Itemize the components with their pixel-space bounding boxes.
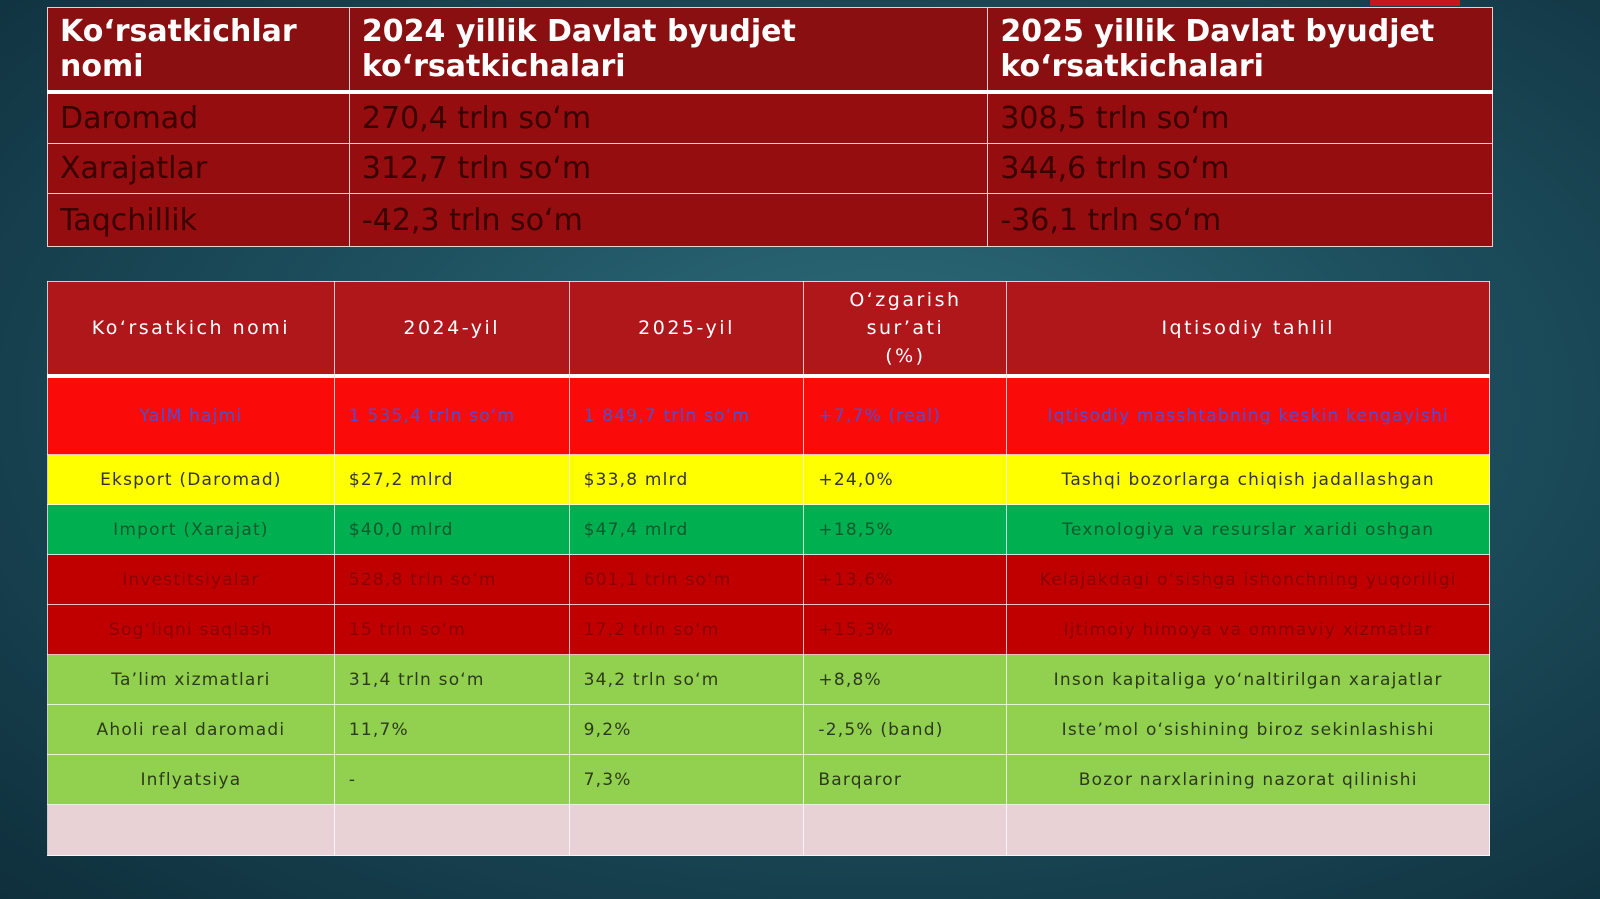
- cell: 17,2 trln so‘m: [568, 604, 805, 655]
- table-row: YaIM hajmi 1 535,4 trln so‘m 1 849,7 trl…: [47, 375, 1490, 455]
- cell: YaIM hajmi: [47, 375, 335, 455]
- header-year-2024: 2024-yil: [333, 281, 570, 377]
- cell: Inflyatsiya: [47, 754, 335, 805]
- cell: Aholi real daromadi: [47, 704, 335, 755]
- header-indicator: Ko‘rsatkich nomi: [47, 281, 335, 377]
- cell: +15,3%: [803, 604, 1008, 655]
- header-change-rate: O‘zgarish sur’ati (%): [803, 281, 1008, 377]
- cell: +8,8%: [803, 654, 1008, 705]
- table-row: Inflyatsiya - 7,3% Barqaror Bozor narxla…: [47, 754, 1490, 805]
- cell: [568, 804, 805, 856]
- cell: 308,5 trln so‘m: [987, 91, 1493, 144]
- cell: Ta’lim xizmatlari: [47, 654, 335, 705]
- table-row-empty: [47, 804, 1490, 856]
- cell: Xarajatlar: [47, 143, 350, 194]
- indicators-table: Ko‘rsatkich nomi 2024-yil 2025-yil O‘zga…: [47, 281, 1490, 856]
- budget-table-header: Ko‘rsatkichlar nomi 2024 yillik Davlat b…: [47, 7, 1493, 93]
- cell: Ijtimoiy himoya va ommaviy xizmatlar: [1006, 604, 1490, 655]
- cell: Investitsiyalar: [47, 554, 335, 605]
- cell: Iqtisodiy masshtabning keskin kengayishi: [1006, 375, 1490, 455]
- cell: [333, 804, 570, 856]
- table-row: Sog‘liqni saqlash 15 trln so‘m 17,2 trln…: [47, 604, 1490, 655]
- cell: Import (Xarajat): [47, 504, 335, 555]
- cell: +18,5%: [803, 504, 1008, 555]
- header-indicator-name: Ko‘rsatkichlar nomi: [47, 7, 350, 93]
- cell: Bozor narxlarining nazorat qilinishi: [1006, 754, 1490, 805]
- cell: -: [333, 754, 570, 805]
- cell: Texnologiya va resurslar xaridi oshgan: [1006, 504, 1490, 555]
- cell: Tashqi bozorlarga chiqish jadallashgan: [1006, 454, 1490, 505]
- cell: Daromad: [47, 91, 350, 144]
- table-row-expenses: Xarajatlar 312,7 trln so‘m 344,6 trln so…: [47, 143, 1493, 194]
- cell: $40,0 mlrd: [333, 504, 570, 555]
- header-year-2025: 2025-yil: [568, 281, 805, 377]
- cell: 528,8 trln so‘m: [333, 554, 570, 605]
- header-2025: 2025 yillik Davlat byudjet ko‘rsatkichal…: [987, 7, 1493, 93]
- cell: 11,7%: [333, 704, 570, 755]
- cell: 601,1 trln so‘m: [568, 554, 805, 605]
- cell: $47,4 mlrd: [568, 504, 805, 555]
- cell: [47, 804, 335, 856]
- cell: 270,4 trln so‘m: [348, 91, 989, 144]
- cell: 1 849,7 trln so‘m: [568, 375, 805, 455]
- cell: -2,5% (band): [803, 704, 1008, 755]
- cell: 9,2%: [568, 704, 805, 755]
- cell: Inson kapitaliga yo‘naltirilgan xarajatl…: [1006, 654, 1490, 705]
- cell: Sog‘liqni saqlash: [47, 604, 335, 655]
- table-row: Aholi real daromadi 11,7% 9,2% -2,5% (ba…: [47, 704, 1490, 755]
- cell: -42,3 trln so‘m: [348, 193, 989, 247]
- accent-strip: [1370, 0, 1460, 6]
- cell: [1006, 804, 1490, 856]
- cell: 34,2 trln so‘m: [568, 654, 805, 705]
- cell: -36,1 trln so‘m: [987, 193, 1493, 247]
- cell: 31,4 trln so‘m: [333, 654, 570, 705]
- table-row-income: Daromad 270,4 trln so‘m 308,5 trln so‘m: [47, 91, 1493, 144]
- cell: 1 535,4 trln so‘m: [333, 375, 570, 455]
- cell: [803, 804, 1008, 856]
- cell: +13,6%: [803, 554, 1008, 605]
- table-row: Investitsiyalar 528,8 trln so‘m 601,1 tr…: [47, 554, 1490, 605]
- cell: $33,8 mlrd: [568, 454, 805, 505]
- table-row-deficit: Taqchillik -42,3 trln so‘m -36,1 trln so…: [47, 193, 1493, 247]
- cell: Kelajakdagi o‘sishga ishonchning yuqoril…: [1006, 554, 1490, 605]
- cell: $27,2 mlrd: [333, 454, 570, 505]
- header-analysis: Iqtisodiy tahlil: [1006, 281, 1490, 377]
- cell: +7,7% (real): [803, 375, 1008, 455]
- cell: Barqaror: [803, 754, 1008, 805]
- table-row: Eksport (Daromad) $27,2 mlrd $33,8 mlrd …: [47, 454, 1490, 505]
- table-row: Import (Xarajat) $40,0 mlrd $47,4 mlrd +…: [47, 504, 1490, 555]
- cell: Iste’mol o‘sishining biroz sekinlashishi: [1006, 704, 1490, 755]
- cell: 7,3%: [568, 754, 805, 805]
- cell: 312,7 trln so‘m: [348, 143, 989, 194]
- cell: 344,6 trln so‘m: [987, 143, 1493, 194]
- cell: 15 trln so‘m: [333, 604, 570, 655]
- indicators-table-header: Ko‘rsatkich nomi 2024-yil 2025-yil O‘zga…: [47, 281, 1490, 377]
- budget-table: Ko‘rsatkichlar nomi 2024 yillik Davlat b…: [47, 7, 1493, 247]
- cell: +24,0%: [803, 454, 1008, 505]
- header-2024: 2024 yillik Davlat byudjet ko‘rsatkichal…: [348, 7, 989, 93]
- cell: Taqchillik: [47, 193, 350, 247]
- table-row: Ta’lim xizmatlari 31,4 trln so‘m 34,2 tr…: [47, 654, 1490, 705]
- cell: Eksport (Daromad): [47, 454, 335, 505]
